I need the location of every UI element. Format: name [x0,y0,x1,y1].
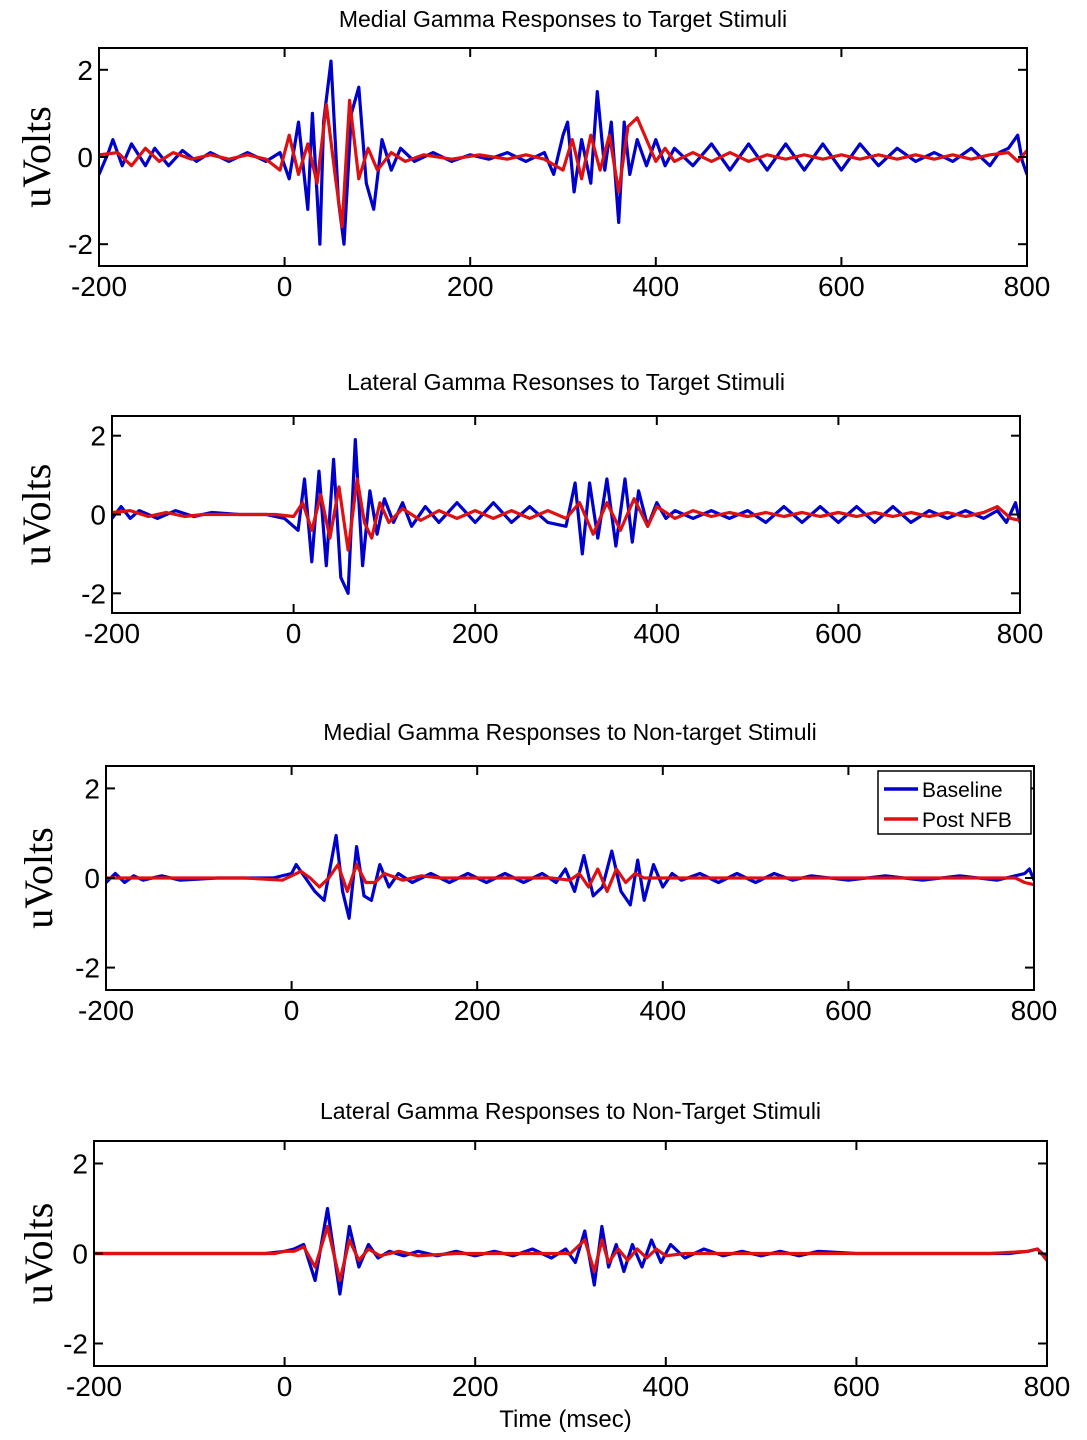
series-line-blue [94,1206,1047,1296]
chart-panel-1: Medial Gamma Responses to Target Stimuli… [14,6,1050,302]
chart-title: Medial Gamma Responses to Target Stimuli [339,6,787,32]
x-tick-label: 600 [825,995,872,1026]
legend-label: Post NFB [922,809,1012,832]
x-tick-label: 400 [632,271,679,302]
x-tick-label: -200 [78,995,134,1026]
x-tick-label: 200 [452,618,499,649]
legend: Baseline Post NFB [877,770,1032,835]
y-tick-label: 0 [77,142,93,173]
x-tick-label: 400 [639,995,686,1026]
x-tick-label: -200 [66,1371,122,1402]
series-line-blue [99,59,1027,246]
y-tick-label: 0 [72,1239,88,1270]
x-tick-label: 800 [1004,271,1051,302]
x-tick-label: 0 [277,271,293,302]
chart-title: Lateral Gamma Responses to Non-Target St… [320,1098,821,1124]
y-tick-label: -2 [81,578,106,609]
x-tick-label: 600 [818,271,865,302]
chart-panel-4: Lateral Gamma Responses to Non-Target St… [16,1098,1070,1433]
y-tick-label: 2 [77,55,93,86]
x-tick-label: 400 [633,618,680,649]
y-tick-label: -2 [75,953,100,984]
y-axis-label: uVolts [14,106,59,208]
y-tick-label: -2 [63,1329,88,1360]
y-tick-label: 2 [84,773,100,804]
y-axis-label: uVolts [16,1203,61,1305]
x-tick-label: 200 [452,1371,499,1402]
y-tick-label: 2 [90,421,106,452]
x-tick-label: 800 [1011,995,1058,1026]
x-tick-label: 200 [454,995,501,1026]
x-tick-label: 0 [284,995,300,1026]
series-line-red [94,1224,1047,1283]
x-tick-label: 0 [286,618,302,649]
y-tick-label: 2 [72,1149,88,1180]
x-tick-label: -200 [84,618,140,649]
x-tick-label: 600 [815,618,862,649]
x-tick-label: 400 [642,1371,689,1402]
legend-label: Baseline [922,779,1003,802]
x-tick-label: 0 [277,1371,293,1402]
chart-title: Medial Gamma Responses to Non-target Sti… [323,719,816,745]
legend-box [877,770,1032,835]
x-tick-label: 800 [997,618,1044,649]
series-line-post-nfb [106,863,1034,893]
y-tick-label: -2 [68,229,93,260]
y-tick-label: 0 [84,863,100,894]
y-axis-label: uVolts [14,464,59,566]
x-axis-label: Time (msec) [499,1406,631,1433]
y-tick-label: 0 [90,500,106,531]
chart-panel-3: Medial Gamma Responses to Non-target Sti… [16,719,1057,1026]
y-axis-label: uVolts [16,827,61,929]
series-line-red [112,477,1020,552]
x-tick-label: 200 [447,271,494,302]
series-line-red [99,98,1027,229]
x-tick-label: -200 [71,271,127,302]
x-tick-label: 800 [1024,1371,1071,1402]
x-tick-label: 600 [833,1371,880,1402]
chart-title: Lateral Gamma Resonses to Target Stimuli [347,369,785,395]
chart-panel-2: Lateral Gamma Resonses to Target Stimuli… [14,369,1043,649]
